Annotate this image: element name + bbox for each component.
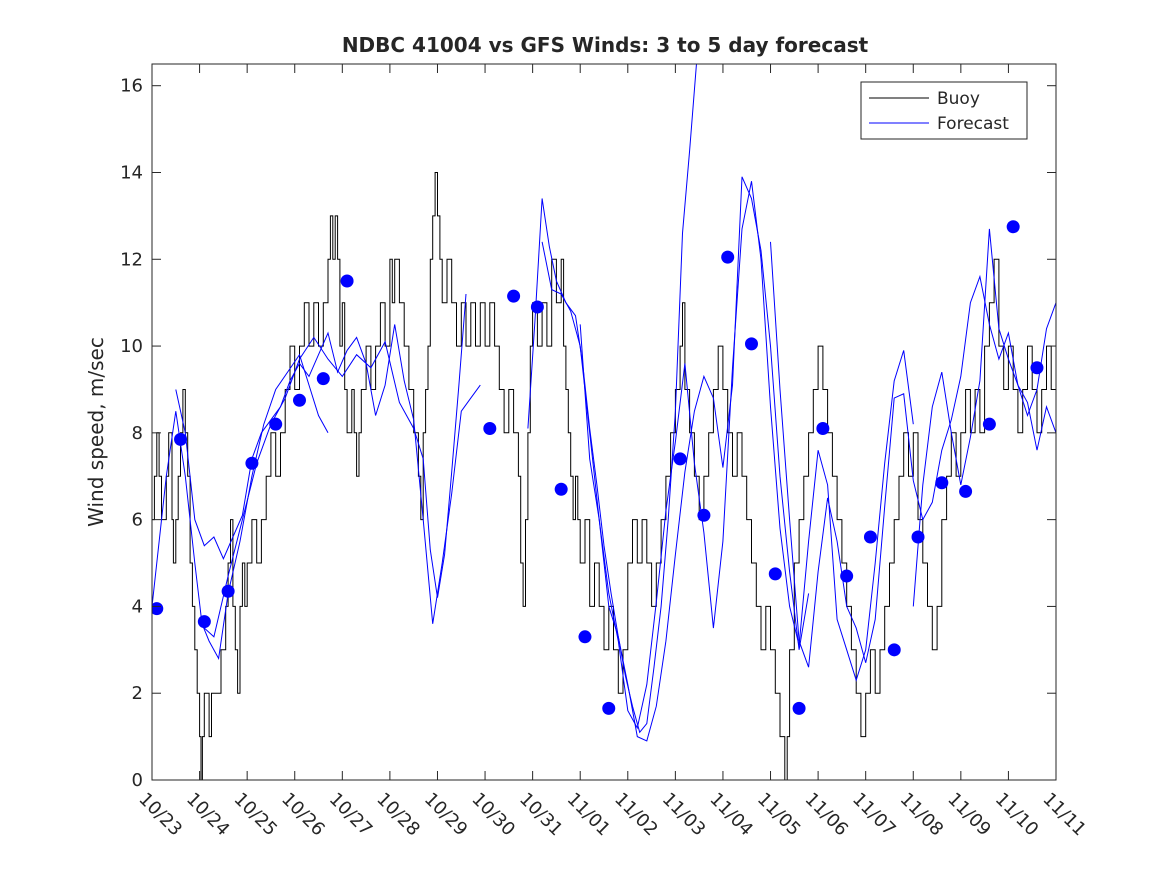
- forecast-marker-13: [578, 630, 592, 644]
- forecast-series-line-7: [770, 241, 1056, 668]
- x-tick-label-3: 10/26: [277, 789, 329, 841]
- x-tick-label-5: 10/28: [372, 789, 424, 841]
- forecast-marker-29: [1006, 220, 1020, 234]
- y-tick-label-6: 12: [120, 249, 143, 270]
- forecast-marker-20: [792, 701, 806, 715]
- forecast-marker-12: [554, 482, 568, 496]
- forecast-marker-14: [602, 701, 616, 715]
- x-tick-label-6: 10/29: [420, 789, 472, 841]
- y-tick-label-1: 2: [132, 683, 143, 704]
- forecast-marker-0: [152, 602, 164, 616]
- x-tick-label-11: 11/03: [658, 789, 710, 841]
- forecast-marker-22: [840, 569, 854, 583]
- x-tick-label-2: 10/25: [230, 789, 282, 841]
- y-tick-label-7: 14: [120, 162, 143, 183]
- forecast-marker-30: [1030, 361, 1044, 375]
- forecast-marker-18: [744, 337, 758, 351]
- forecast-marker-8: [340, 274, 354, 288]
- forecast-series-line-3: [199, 293, 467, 638]
- forecast-marker-17: [721, 250, 735, 264]
- forecast-marker-19: [768, 567, 782, 581]
- y-tick-label-5: 10: [120, 336, 143, 357]
- legend-buoy-label: Buoy: [937, 89, 980, 109]
- y-tick-label-2: 4: [132, 596, 143, 617]
- forecast-marker-11: [530, 300, 544, 314]
- forecast-marker-10: [507, 289, 521, 303]
- y-tick-label-8: 16: [120, 76, 143, 97]
- forecast-marker-26: [935, 476, 949, 490]
- forecast-marker-6: [292, 393, 306, 407]
- forecast-marker-28: [982, 417, 996, 431]
- forecast-series-line-1: [152, 353, 329, 661]
- chart-title: NDBC 41004 vs GFS Winds: 3 to 5 day fore…: [342, 33, 869, 57]
- x-tick-label-8: 10/31: [515, 789, 567, 841]
- forecast-marker-27: [959, 484, 973, 498]
- forecast-marker-21: [816, 422, 830, 436]
- x-tick-label-13: 11/05: [753, 789, 805, 841]
- x-tick-label-17: 11/09: [943, 789, 995, 841]
- forecast-marker-1: [174, 432, 188, 446]
- forecast-series-line-4: [527, 64, 697, 734]
- legend-forecast-label: Forecast: [937, 114, 1009, 134]
- forecast-marker-24: [887, 643, 901, 657]
- x-tick-label-12: 11/04: [705, 789, 757, 841]
- plot-frame: [151, 63, 1057, 781]
- y-tick-label-0: 0: [132, 770, 143, 791]
- forecast-marker-2: [197, 615, 211, 629]
- buoy-series-line: [152, 172, 1056, 780]
- forecast-marker-16: [697, 508, 711, 522]
- x-tick-label-7: 10/30: [468, 789, 520, 841]
- forecast-marker-7: [316, 372, 330, 386]
- plot-area: [152, 64, 1056, 780]
- legend: Buoy Forecast: [860, 81, 1028, 140]
- x-tick-label-18: 11/10: [991, 789, 1043, 841]
- x-tick-label-10: 11/02: [610, 789, 662, 841]
- forecast-marker-3: [221, 584, 235, 598]
- legend-box: [860, 81, 1028, 140]
- x-tick-label-4: 10/27: [325, 789, 377, 841]
- x-tick-label-19: 11/11: [1038, 789, 1090, 841]
- forecast-marker-25: [911, 530, 925, 544]
- forecast-marker-15: [673, 452, 687, 466]
- y-axis-label: Wind speed, m/sec: [84, 337, 108, 527]
- x-tick-label-15: 11/07: [848, 789, 900, 841]
- x-tick-label-14: 11/06: [801, 789, 853, 841]
- forecast-series-line-8: [912, 228, 1056, 607]
- forecast-marker-5: [269, 417, 283, 431]
- x-tick-label-16: 11/08: [896, 789, 948, 841]
- y-tick-label-3: 6: [132, 510, 143, 531]
- x-tick-label-9: 11/01: [563, 789, 615, 841]
- forecast-series-line-5: [541, 176, 810, 742]
- forecast-series-line-2: [175, 324, 481, 624]
- forecast-marker-9: [483, 422, 497, 436]
- x-tick-label-1: 10/24: [182, 789, 234, 841]
- y-tick-label-4: 8: [132, 423, 143, 444]
- forecast-series-line-6: [579, 181, 914, 730]
- x-tick-label-0: 10/23: [134, 789, 186, 841]
- forecast-marker-23: [863, 530, 877, 544]
- forecast-marker-4: [245, 456, 259, 470]
